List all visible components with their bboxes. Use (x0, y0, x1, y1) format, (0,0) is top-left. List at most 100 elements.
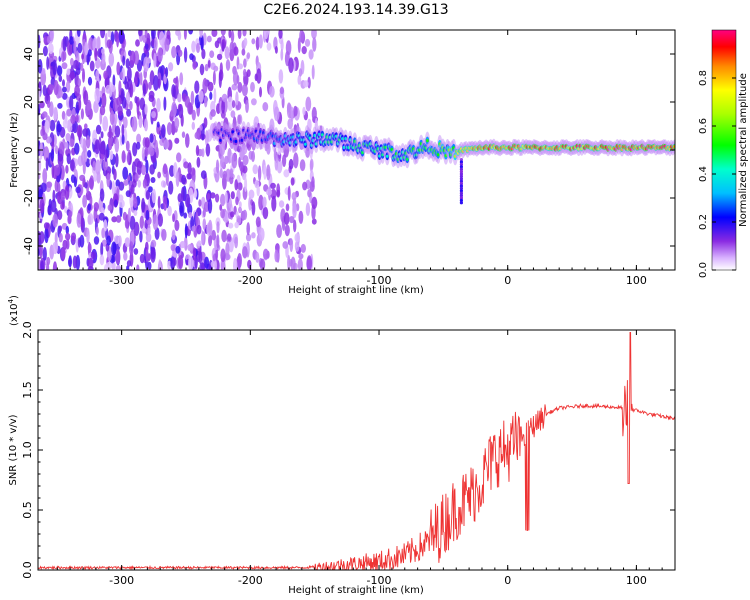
ridge-core (304, 142, 307, 146)
noise-speck (156, 121, 160, 128)
noise-speck (46, 100, 51, 108)
noise-speck (87, 242, 92, 253)
noise-speck (198, 199, 202, 207)
noise-speck (202, 207, 206, 218)
spectrogram-xlabel: Height of straight line (km) (288, 285, 424, 296)
noise-speck (106, 172, 111, 188)
noise-speck (311, 64, 315, 80)
noise-speck (237, 81, 243, 93)
noise-speck (101, 239, 108, 247)
noise-speck (64, 205, 68, 213)
noise-speck (111, 261, 116, 270)
noise-speck (82, 128, 89, 137)
noise-speck (278, 30, 283, 39)
noise-speck (208, 219, 213, 236)
noise-speck (262, 206, 269, 220)
noise-speck (163, 195, 168, 211)
noise-speck (89, 60, 95, 72)
noise-speck (300, 243, 306, 253)
noise-speck (148, 94, 155, 103)
noise-speck (144, 137, 150, 149)
noise-speck (107, 131, 114, 138)
noise-speck (299, 159, 306, 172)
noise-speck (105, 84, 111, 94)
noise-speck (259, 258, 266, 270)
noise-speck (73, 40, 77, 55)
noise-speck (255, 251, 260, 263)
noise-speck (77, 78, 81, 87)
noise-speck (303, 80, 309, 88)
noise-speck (229, 168, 234, 179)
noise-speck (298, 253, 304, 260)
noise-speck (59, 90, 64, 98)
noise-speck (124, 237, 131, 248)
noise-speck (56, 65, 63, 76)
noise-speck (44, 227, 49, 244)
y-tick-label: -20 (22, 189, 35, 207)
noise-speck (168, 62, 174, 72)
noise-speck (203, 117, 208, 128)
noise-speck (174, 137, 180, 144)
noise-speck (100, 207, 105, 215)
noise-speck (242, 209, 248, 220)
noise-speck (113, 235, 120, 245)
noise-speck (70, 232, 77, 241)
noise-speck (258, 194, 264, 211)
noise-speck (219, 204, 223, 211)
noise-speck (163, 181, 166, 188)
noise-speck (119, 71, 124, 80)
noise-speck (144, 104, 148, 115)
noise-speck (82, 194, 87, 208)
ridge-tail (459, 196, 463, 200)
noise-speck (228, 222, 234, 229)
noise-speck (75, 186, 81, 194)
noise-speck (75, 114, 79, 123)
noise-speck (139, 97, 146, 111)
noise-speck (221, 93, 228, 102)
noise-speck (129, 100, 133, 111)
noise-speck (204, 95, 208, 108)
noise-speck (94, 87, 101, 104)
noise-speck (157, 78, 161, 89)
noise-speck (122, 116, 128, 129)
noise-speck (302, 106, 306, 116)
noise-speck (230, 211, 235, 218)
noise-speck (94, 139, 101, 155)
noise-speck (242, 30, 247, 37)
noise-speck (101, 52, 106, 65)
snr-axes: -300 -200 -100 0 100 0.0 0.5 1.0 1.5 2.0 (21, 321, 676, 587)
noise-speck (236, 74, 240, 84)
noise-speck (124, 218, 129, 229)
noise-speck (139, 215, 144, 229)
noise-speck (121, 134, 125, 145)
noise-speck (131, 161, 136, 176)
noise-speck (62, 50, 67, 61)
noise-speck (145, 232, 152, 243)
noise-speck (179, 241, 186, 249)
ridge-tail (459, 167, 463, 171)
noise-speck (282, 241, 289, 249)
noise-speck (58, 75, 63, 82)
noise-speck (248, 189, 255, 199)
noise-speck (38, 172, 41, 180)
colorbar-tick-label: 0.2 (698, 214, 709, 230)
noise-speck (125, 190, 131, 198)
noise-speck (38, 158, 42, 172)
noise-speck (102, 115, 109, 132)
noise-speck (106, 235, 111, 246)
noise-speck (183, 212, 188, 219)
snr-multiplier: (x104) (7, 295, 20, 326)
noise-speck (251, 98, 257, 106)
noise-speck (287, 118, 294, 130)
noise-speck (152, 214, 159, 231)
noise-speck (230, 191, 235, 200)
noise-speck (239, 161, 244, 172)
noise-speck (228, 198, 232, 209)
noise-speck (123, 252, 128, 261)
noise-speck (174, 117, 180, 129)
noise-speck (287, 254, 291, 270)
noise-speck (218, 72, 222, 88)
noise-speck (245, 233, 252, 242)
